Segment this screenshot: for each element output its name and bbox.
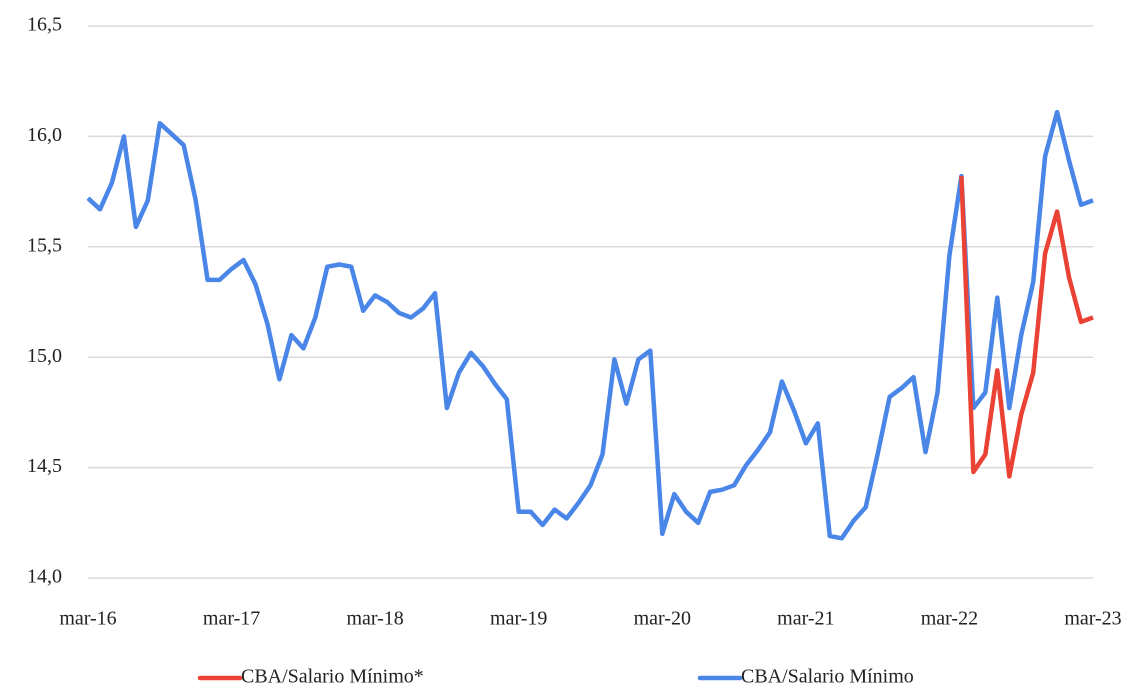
y-tick-label: 15,0 — [27, 345, 62, 367]
x-tick-label: mar-19 — [490, 608, 547, 630]
y-tick-label: 16,5 — [27, 14, 62, 36]
x-tick-label: mar-22 — [921, 608, 978, 630]
x-tick-label: mar-16 — [59, 608, 116, 630]
x-tick-label: mar-21 — [777, 608, 834, 630]
x-tick-label: mar-17 — [203, 608, 260, 630]
legend-label: CBA/Salario Mínimo* — [241, 666, 424, 688]
x-tick-label: mar-23 — [1064, 608, 1121, 630]
y-tick-label: 15,5 — [27, 234, 62, 256]
y-tick-label: 14,0 — [27, 566, 62, 588]
x-tick-label: mar-18 — [346, 608, 403, 630]
x-tick-label: mar-20 — [634, 608, 691, 630]
y-tick-label: 14,5 — [27, 455, 62, 477]
series-line — [86, 109, 1094, 541]
series-line — [959, 176, 1094, 479]
y-tick-label: 16,0 — [27, 124, 62, 146]
legend-label: CBA/Salario Mínimo — [741, 666, 914, 688]
